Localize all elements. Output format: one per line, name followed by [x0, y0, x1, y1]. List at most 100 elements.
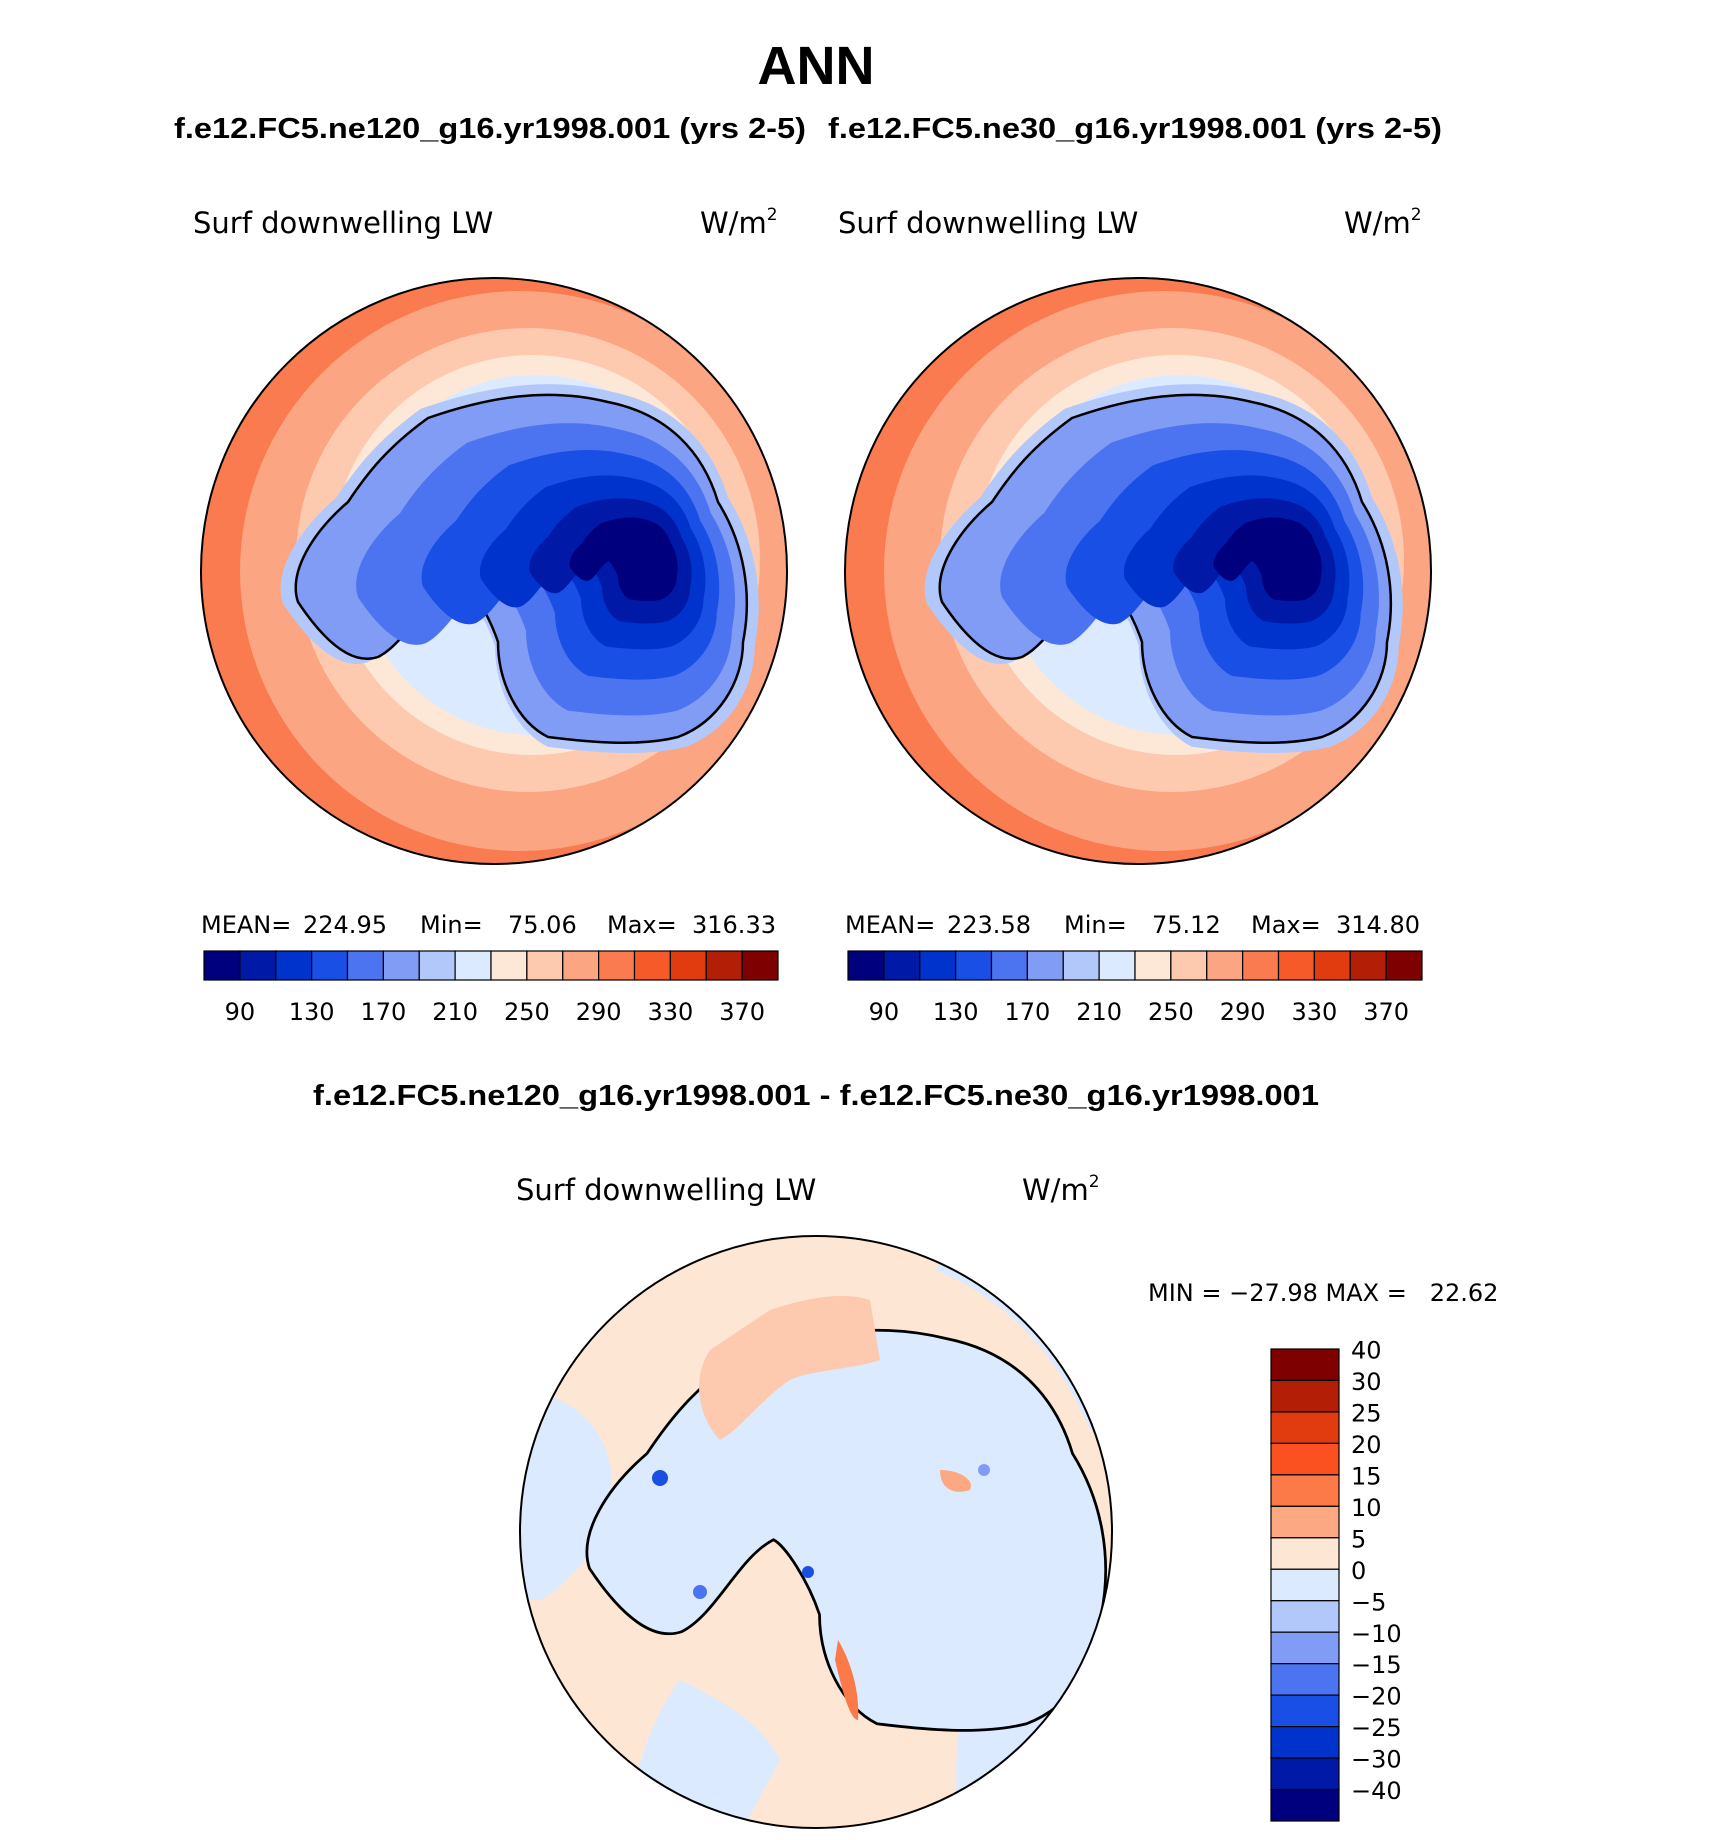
colorbar-swatch: [633, 950, 671, 981]
colorbar-tick-label: 210: [1076, 998, 1122, 1026]
colorbar-swatch: [490, 950, 528, 981]
colorbar-tick-label: 30: [1351, 1368, 1382, 1396]
colorbar-swatch: [311, 950, 349, 981]
colorbar-swatch: [598, 950, 636, 981]
colorbar-swatch: [1270, 1442, 1340, 1476]
colorbar-swatch: [741, 950, 779, 981]
colorbar-swatch: [526, 950, 564, 981]
panel-right-min-value: 75.12: [1152, 911, 1221, 939]
colorbar-swatch: [1270, 1568, 1340, 1602]
colorbar-swatch: [1270, 1788, 1340, 1822]
colorbar-tick-label: 330: [1291, 998, 1337, 1026]
colorbar-swatch: [454, 950, 492, 981]
panel-left-units: W/m2: [700, 205, 778, 240]
colorbar-swatch: [883, 950, 921, 981]
panel-right-case-title: f.e12.FC5.ne30_g16.yr1998.001 (yrs 2-5): [828, 113, 1442, 145]
colorbar-swatch: [1270, 1631, 1340, 1665]
colorbar-swatch: [346, 950, 384, 981]
colorbar-tick-label: 290: [1220, 998, 1266, 1026]
colorbar-tick-label: 40: [1351, 1337, 1382, 1365]
colorbar-tick-label: 250: [504, 998, 550, 1026]
colorbar-swatch: [1270, 1379, 1340, 1413]
panel-left-max-value: 316.33: [692, 911, 776, 939]
panel-right-min-label: Min=: [1064, 911, 1127, 939]
colorbar-swatch: [1270, 1505, 1340, 1539]
colorbar-swatch: [1277, 950, 1315, 981]
colorbar-swatch: [705, 950, 743, 981]
diff-colorbar: 40 30 25 20 15 10 5 0 −5 −10 −15 −20 −25 −30 −40: [1270, 1337, 1402, 1822]
colorbar-swatch: [1349, 950, 1387, 981]
colorbar-tick-label: −20: [1351, 1683, 1402, 1711]
panel-left-min-value: 75.06: [508, 911, 577, 939]
colorbar-swatch: [955, 950, 993, 981]
colorbar-tick-label: 250: [1148, 998, 1194, 1026]
colorbar-swatch: [275, 950, 313, 981]
colorbar-swatch: [1062, 950, 1100, 981]
colorbar-tick-label: 20: [1351, 1431, 1382, 1459]
colorbar-tick-label: 10: [1351, 1494, 1382, 1522]
colorbar-swatch: [1170, 950, 1208, 981]
colorbar-tick-label: 0: [1351, 1557, 1366, 1585]
panel-right-variable: Surf downwelling LW: [838, 206, 1138, 240]
main-title: ANN: [758, 36, 875, 96]
colorbar-swatch: [1270, 1474, 1340, 1507]
colorbar-swatch: [1270, 1537, 1340, 1570]
colorbar-swatch: [203, 950, 241, 981]
panel-left-mean-value: 224.95: [303, 911, 387, 939]
colorbar-tick-label: −25: [1351, 1714, 1402, 1742]
panel-right-max-label: Max=: [1251, 911, 1321, 939]
colorbar-swatch: [1270, 1348, 1340, 1382]
panel-left-mean-label: MEAN=: [201, 911, 291, 939]
colorbar-swatch: [990, 950, 1028, 981]
colorbar-swatch: [1026, 950, 1064, 981]
panel-left-stats: MEAN= 224.95 Min= 75.06 Max= 316.33: [201, 911, 776, 939]
colorbar-tick-label: 130: [933, 998, 979, 1026]
colorbar-tick-label: 170: [1004, 998, 1050, 1026]
colorbar-tick-label: 170: [360, 998, 406, 1026]
colorbar-swatch: [239, 950, 277, 981]
panel-left-variable: Surf downwelling LW: [193, 206, 493, 240]
colorbar-swatch: [1313, 950, 1351, 981]
colorbar-swatch: [1270, 1663, 1340, 1696]
colorbar-tick-label: −10: [1351, 1620, 1402, 1648]
colorbar-swatch: [1270, 1411, 1340, 1445]
colorbar-swatch: [562, 950, 600, 981]
colorbar-tick-label: 370: [1363, 998, 1409, 1026]
colorbar-tick-label: −15: [1351, 1651, 1402, 1679]
colorbar-tick-label: 90: [225, 998, 256, 1026]
colorbar-tick-label: 330: [647, 998, 693, 1026]
colorbar-swatch: [1206, 950, 1244, 981]
panel-left-min-label: Min=: [420, 911, 483, 939]
diff-title: f.e12.FC5.ne120_g16.yr1998.001 - f.e12.F…: [313, 1080, 1319, 1112]
diff-units: W/m2: [1022, 1172, 1100, 1207]
panel-right-mean-value: 223.58: [947, 911, 1031, 939]
panel-right-colorbar: 90 130 170 210 250 290 330 370: [847, 950, 1423, 1026]
colorbar-swatch: [1134, 950, 1172, 981]
colorbar-swatch: [669, 950, 707, 981]
colorbar-swatch: [1242, 950, 1280, 981]
colorbar-tick-label: 15: [1351, 1462, 1382, 1490]
colorbar-tick-label: 290: [576, 998, 622, 1026]
panel-right-mean-label: MEAN=: [845, 911, 935, 939]
colorbar-tick-label: −40: [1351, 1777, 1402, 1805]
panel-right-max-value: 314.80: [1336, 911, 1420, 939]
map-diff: [519, 1235, 1113, 1829]
colorbar-swatch: [847, 950, 885, 981]
colorbar-swatch: [919, 950, 957, 981]
colorbar-tick-label: −30: [1351, 1746, 1402, 1774]
panel-left-case-title: f.e12.FC5.ne120_g16.yr1998.001 (yrs 2-5): [174, 113, 806, 145]
colorbar-swatch: [1385, 950, 1423, 981]
diff-minmax: MIN = −27.98 MAX = 22.62: [1148, 1279, 1498, 1307]
colorbar-tick-label: 370: [719, 998, 765, 1026]
map-left: [200, 277, 788, 865]
colorbar-swatch: [1270, 1725, 1340, 1759]
colorbar-swatch: [1270, 1694, 1340, 1728]
colorbar-swatch: [382, 950, 420, 981]
map-right: [844, 277, 1432, 865]
colorbar-swatch: [418, 950, 456, 981]
colorbar-tick-label: 210: [432, 998, 478, 1026]
colorbar-tick-label: 5: [1351, 1525, 1366, 1553]
colorbar-swatch: [1098, 950, 1136, 981]
colorbar-tick-label: 130: [289, 998, 335, 1026]
